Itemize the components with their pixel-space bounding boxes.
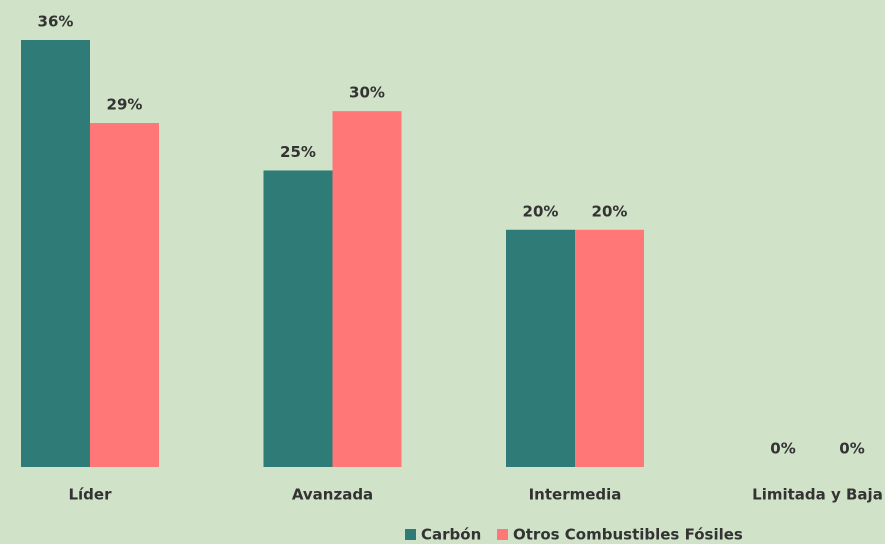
data-label: 20% [523,202,559,220]
bar [90,123,159,468]
bar [332,111,402,468]
data-label: 36% [38,13,74,31]
data-label: 29% [107,96,143,114]
data-label: 25% [280,143,316,161]
x-tick-label: Avanzada [292,486,373,504]
bar [263,170,333,467]
bar [21,40,90,467]
legend-label: Carbón [421,526,481,544]
x-tick-label: Intermedia [529,486,622,504]
bar [575,229,644,467]
legend-swatch [405,529,416,540]
legend-swatch [497,529,508,540]
x-tick-label: Líder [68,486,112,504]
x-tick-label: Limitada y Baja [752,486,883,504]
bar [506,229,575,467]
legend-label: Otros Combustibles Fósiles [513,526,743,544]
data-label: 0% [839,440,864,458]
data-label: 30% [349,84,385,102]
data-label: 0% [770,440,795,458]
data-label: 20% [592,202,628,220]
